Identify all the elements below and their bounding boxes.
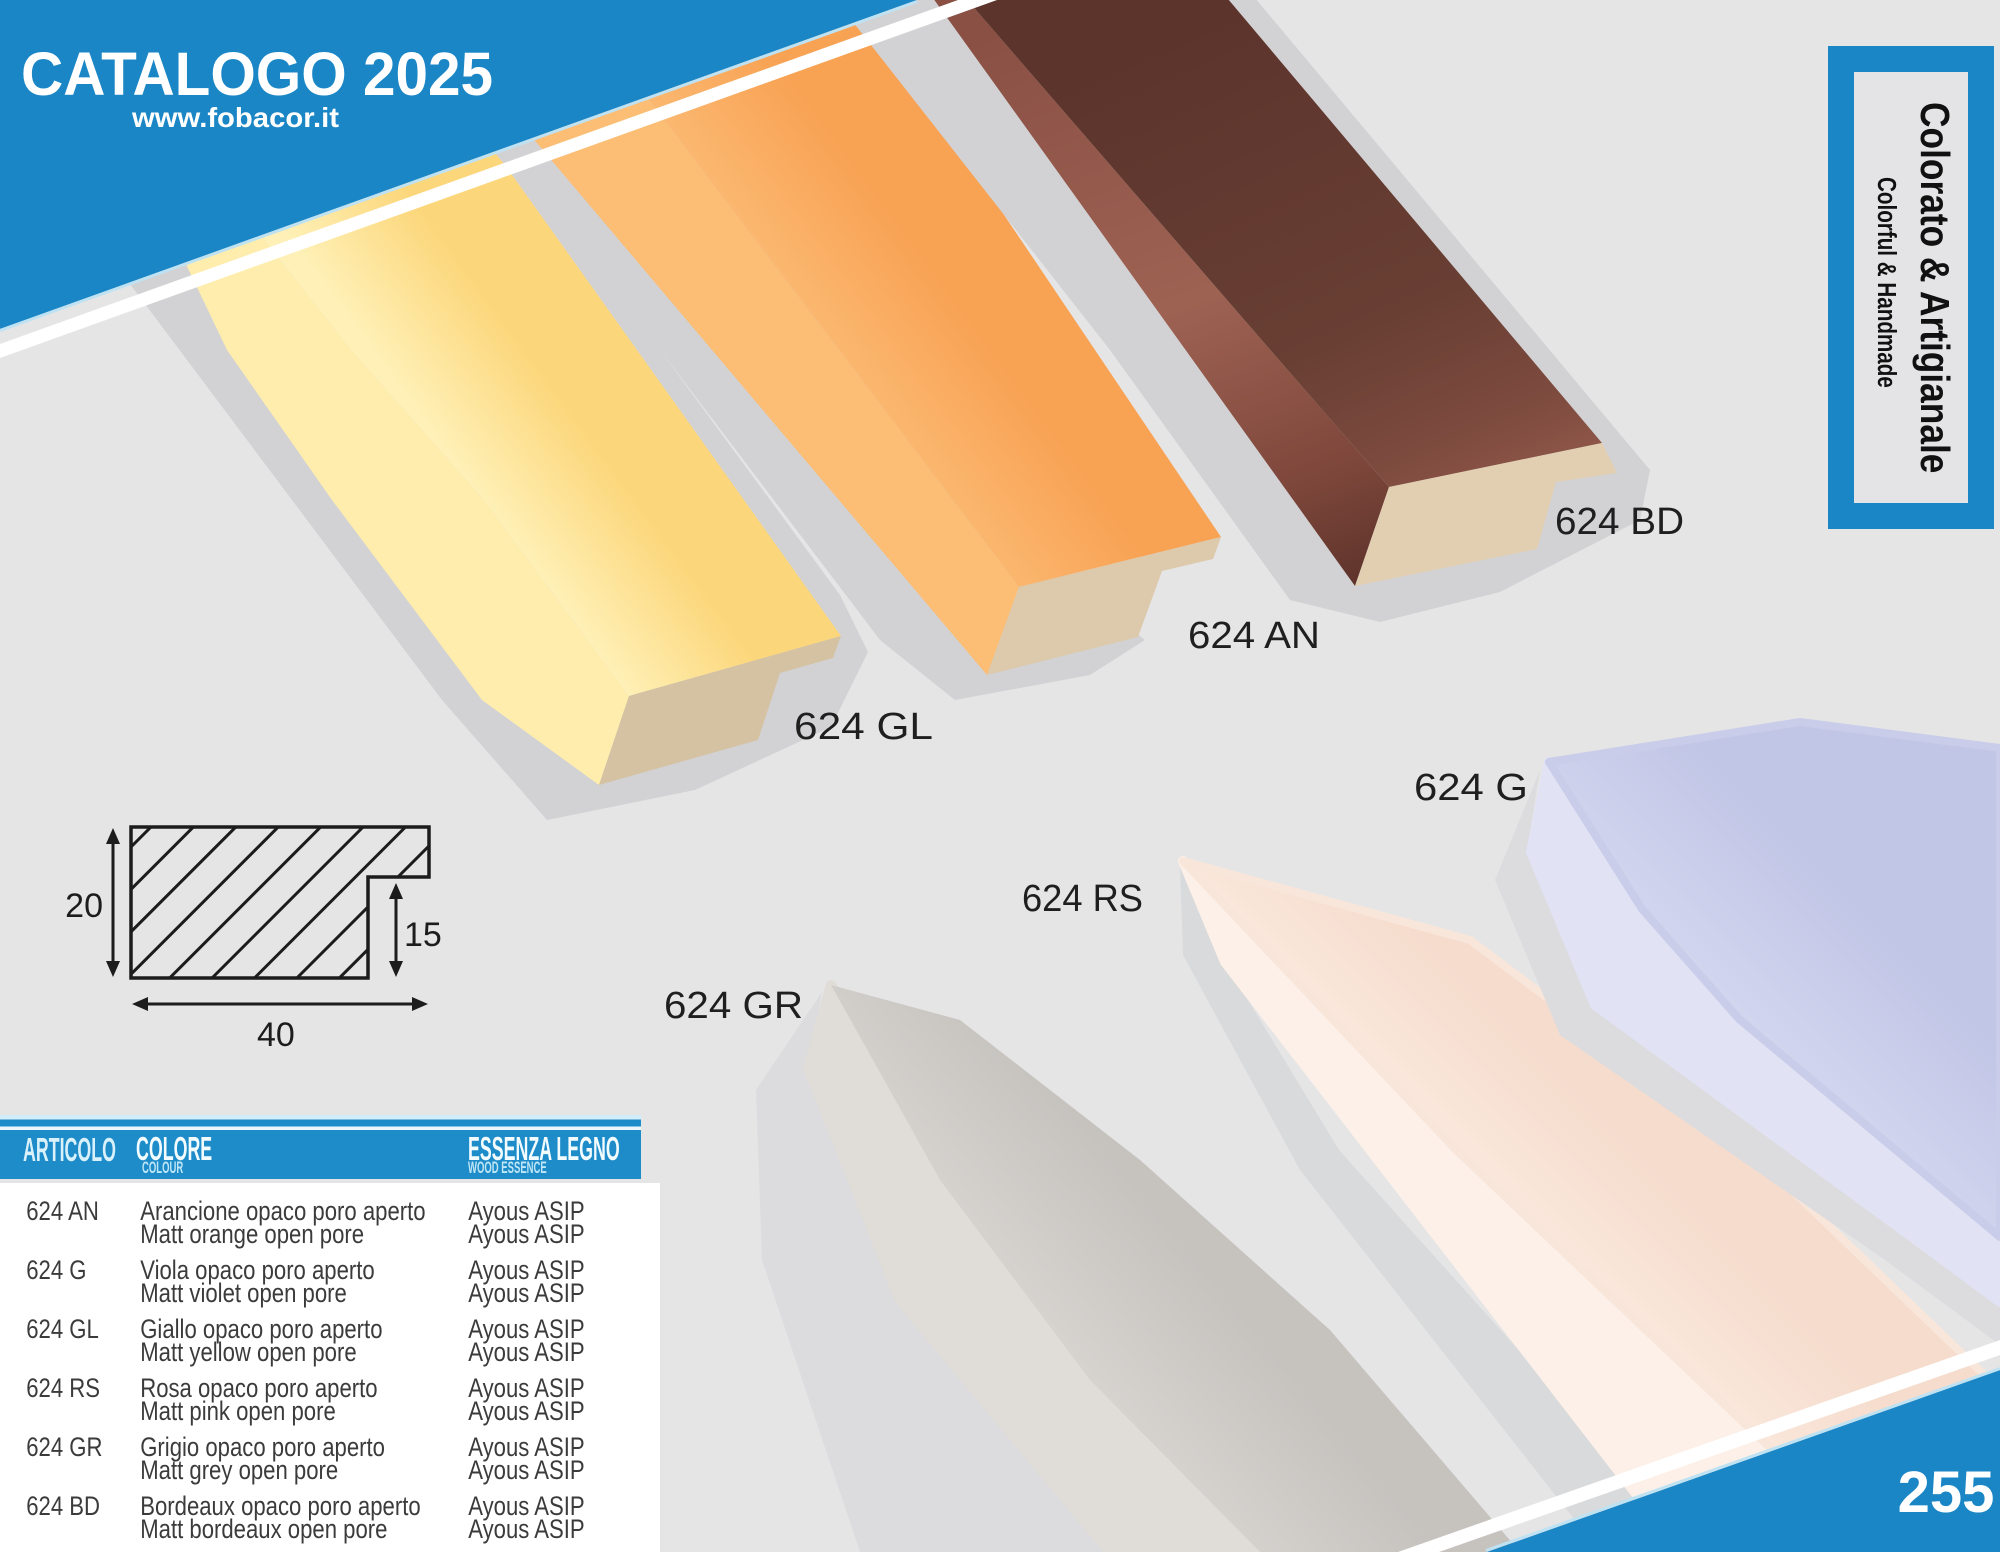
svg-text:Ayous ASIP: Ayous ASIP (468, 1433, 584, 1463)
svg-text:CATALOGO 2025: CATALOGO 2025 (21, 40, 493, 108)
svg-text:Matt bordeaux open pore: Matt bordeaux open pore (140, 1515, 387, 1545)
svg-text:624 AN: 624 AN (26, 1197, 99, 1227)
svg-text:624 BD: 624 BD (26, 1492, 100, 1522)
svg-text:Colorful & Handmade: Colorful & Handmade (1872, 177, 1901, 388)
svg-text:COLORE: COLORE (136, 1130, 212, 1167)
svg-text:Matt pink open pore: Matt pink open pore (140, 1397, 336, 1427)
svg-text:Ayous ASIP: Ayous ASIP (468, 1197, 584, 1227)
svg-text:624 G: 624 G (26, 1256, 86, 1286)
svg-text:www.fobacor.it: www.fobacor.it (131, 102, 339, 133)
svg-text:Ayous ASIP: Ayous ASIP (468, 1279, 584, 1309)
svg-text:Matt yellow open pore: Matt yellow open pore (140, 1338, 356, 1368)
svg-text:ESSENZA LEGNO: ESSENZA LEGNO (468, 1130, 620, 1167)
svg-text:Ayous ASIP: Ayous ASIP (468, 1456, 584, 1486)
svg-text:624 RS: 624 RS (26, 1374, 100, 1404)
svg-text:Bordeaux opaco poro aperto: Bordeaux opaco poro aperto (140, 1492, 420, 1522)
svg-text:Ayous ASIP: Ayous ASIP (468, 1374, 584, 1404)
svg-text:Ayous ASIP: Ayous ASIP (468, 1338, 584, 1368)
svg-text:Arancione opaco poro aperto: Arancione opaco poro aperto (140, 1197, 425, 1227)
svg-text:Ayous ASIP: Ayous ASIP (468, 1515, 584, 1545)
svg-text:624 GR: 624 GR (26, 1433, 102, 1463)
svg-text:20: 20 (65, 887, 103, 925)
svg-text:624 BD: 624 BD (1555, 501, 1684, 543)
svg-text:624 GL: 624 GL (26, 1315, 99, 1345)
svg-text:Matt grey open pore: Matt grey open pore (140, 1456, 338, 1486)
svg-text:COLOUR: COLOUR (142, 1158, 183, 1177)
svg-text:255: 255 (1898, 1460, 1995, 1525)
svg-text:Giallo opaco poro aperto: Giallo opaco poro aperto (140, 1315, 382, 1345)
svg-text:Matt orange open pore: Matt orange open pore (140, 1220, 364, 1250)
svg-text:624 G: 624 G (1414, 767, 1528, 809)
svg-text:Grigio opaco poro aperto: Grigio opaco poro aperto (140, 1433, 385, 1463)
svg-text:15: 15 (404, 916, 442, 954)
svg-text:40: 40 (257, 1016, 295, 1054)
svg-text:Ayous ASIP: Ayous ASIP (468, 1256, 584, 1286)
svg-text:Ayous ASIP: Ayous ASIP (468, 1220, 584, 1250)
svg-text:Colorato & Artigianale: Colorato & Artigianale (1911, 102, 1956, 473)
svg-text:624 GL: 624 GL (794, 706, 933, 748)
svg-text:624 GR: 624 GR (664, 985, 803, 1027)
svg-text:Ayous ASIP: Ayous ASIP (468, 1315, 584, 1345)
svg-text:624 AN: 624 AN (1188, 615, 1320, 657)
svg-text:Ayous ASIP: Ayous ASIP (468, 1397, 584, 1427)
svg-text:Viola opaco poro aperto: Viola opaco poro aperto (140, 1256, 375, 1286)
svg-text:Rosa opaco poro aperto: Rosa opaco poro aperto (140, 1374, 377, 1404)
svg-text:WOOD ESSENCE: WOOD ESSENCE (468, 1158, 547, 1177)
svg-text:Ayous ASIP: Ayous ASIP (468, 1492, 584, 1522)
svg-text:Matt violet open pore: Matt violet open pore (140, 1279, 347, 1309)
svg-text:ARTICOLO: ARTICOLO (23, 1131, 116, 1168)
svg-text:624 RS: 624 RS (1022, 878, 1143, 920)
